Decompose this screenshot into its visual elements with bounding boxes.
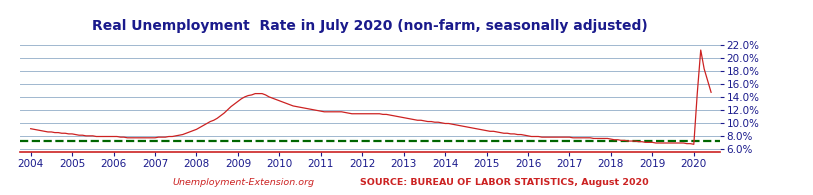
Text: SOURCE: BUREAU OF LABOR STATISTICS, August 2020: SOURCE: BUREAU OF LABOR STATISTICS, Augu… — [359, 178, 649, 187]
Text: Unemployment-Extension.org: Unemployment-Extension.org — [173, 178, 315, 187]
Title: Real Unemployment  Rate in July 2020 (non-farm, seasonally adjusted): Real Unemployment Rate in July 2020 (non… — [92, 19, 648, 33]
